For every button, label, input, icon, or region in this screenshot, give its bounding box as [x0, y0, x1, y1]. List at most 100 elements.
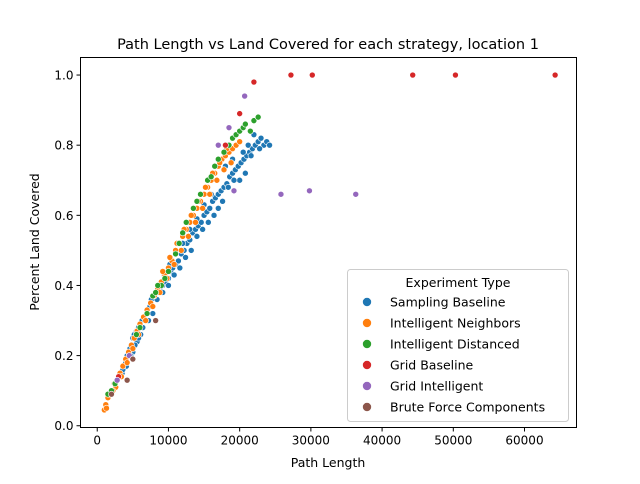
data-point — [187, 247, 195, 254]
legend-label: Grid Intelligent — [390, 379, 483, 394]
data-point — [224, 183, 232, 191]
data-point — [176, 264, 184, 272]
data-point — [182, 254, 189, 261]
data-point — [452, 71, 459, 79]
data-point — [207, 173, 215, 181]
legend: Experiment Type Sampling Baseline Intelli… — [347, 269, 569, 422]
series-group — [108, 317, 159, 398]
y-axis-label: Percent Land Covered — [27, 173, 42, 310]
data-point — [170, 261, 178, 268]
legend-label: Sampling Baseline — [390, 295, 506, 310]
data-point — [149, 310, 157, 317]
legend-label: Grid Baseline — [390, 358, 474, 373]
data-point — [230, 187, 238, 195]
data-point — [306, 187, 313, 195]
data-point — [149, 303, 157, 310]
data-point — [199, 226, 206, 233]
data-point — [222, 141, 229, 149]
data-point — [205, 219, 212, 226]
y-tick-label: 0.8 — [54, 139, 73, 153]
plot-area — [101, 71, 559, 414]
data-point — [236, 138, 243, 145]
data-point — [254, 113, 262, 121]
data-point — [108, 390, 115, 398]
data-point — [166, 254, 174, 261]
data-point — [266, 141, 273, 149]
data-point — [257, 134, 265, 142]
legend-title: Experiment Type — [406, 275, 511, 290]
y-tick-label: 1.0 — [54, 69, 73, 83]
data-point — [214, 141, 222, 149]
y-tick-label: 0.0 — [54, 419, 73, 433]
data-point — [211, 162, 219, 170]
data-point — [159, 268, 167, 275]
x-tick-label: 0 — [93, 434, 101, 448]
data-point — [250, 78, 258, 86]
series-group — [115, 71, 559, 380]
x-axis-label: Path Length — [291, 455, 366, 470]
data-point — [193, 197, 201, 205]
legend-marker — [362, 360, 372, 370]
data-point — [220, 148, 228, 156]
data-point — [136, 324, 144, 331]
data-point — [129, 345, 137, 352]
data-point — [165, 268, 172, 275]
data-point — [152, 317, 159, 324]
data-point — [133, 331, 140, 338]
data-point — [206, 205, 214, 212]
data-point — [202, 183, 209, 191]
x-tick-label: 20000 — [221, 434, 259, 448]
legend-marker — [362, 381, 372, 391]
data-point — [256, 145, 263, 152]
data-point — [179, 229, 186, 237]
legend-marker — [362, 297, 372, 307]
x-axis: 0 10000 20000 30000 40000 50000 60000 — [93, 427, 544, 448]
data-point — [242, 169, 249, 177]
data-point — [193, 233, 201, 240]
data-point — [119, 362, 127, 370]
data-point — [190, 205, 197, 212]
data-point — [199, 205, 206, 212]
data-point — [247, 127, 254, 135]
legend-items: Sampling Baseline Intelligent Neighbors In… — [362, 295, 545, 415]
legend-label: Intelligent Neighbors — [390, 316, 521, 331]
data-point — [177, 247, 185, 254]
data-point — [250, 117, 258, 124]
data-point — [213, 176, 221, 184]
series-group — [113, 92, 360, 384]
data-point — [123, 376, 131, 384]
y-tick-label: 0.6 — [54, 209, 73, 223]
data-point — [214, 155, 222, 163]
legend-label: Intelligent Distanced — [390, 337, 520, 352]
x-tick-label: 60000 — [505, 434, 543, 448]
data-point — [142, 317, 149, 324]
data-point — [236, 176, 243, 184]
data-point — [143, 310, 151, 317]
legend-box — [347, 269, 569, 422]
x-tick-label: 30000 — [292, 434, 330, 448]
x-tick-label: 40000 — [363, 434, 401, 448]
data-point — [241, 92, 248, 100]
data-point — [185, 233, 192, 240]
data-point — [242, 120, 249, 128]
legend-label: Brute Force Components — [390, 400, 545, 415]
data-point — [175, 257, 182, 265]
data-point — [409, 71, 417, 79]
data-point — [154, 282, 162, 289]
data-point — [219, 197, 226, 205]
data-point — [247, 152, 255, 159]
data-point — [129, 355, 137, 363]
data-point — [210, 212, 218, 219]
data-point — [187, 212, 195, 219]
data-point — [161, 275, 169, 282]
x-tick-label: 10000 — [149, 434, 187, 448]
data-point — [287, 71, 295, 79]
data-point — [227, 159, 235, 167]
axes-frame — [80, 57, 577, 428]
x-tick-label: 50000 — [434, 434, 472, 448]
data-point — [206, 190, 214, 198]
data-point — [123, 359, 131, 366]
data-point — [152, 289, 159, 296]
data-point — [113, 376, 121, 384]
